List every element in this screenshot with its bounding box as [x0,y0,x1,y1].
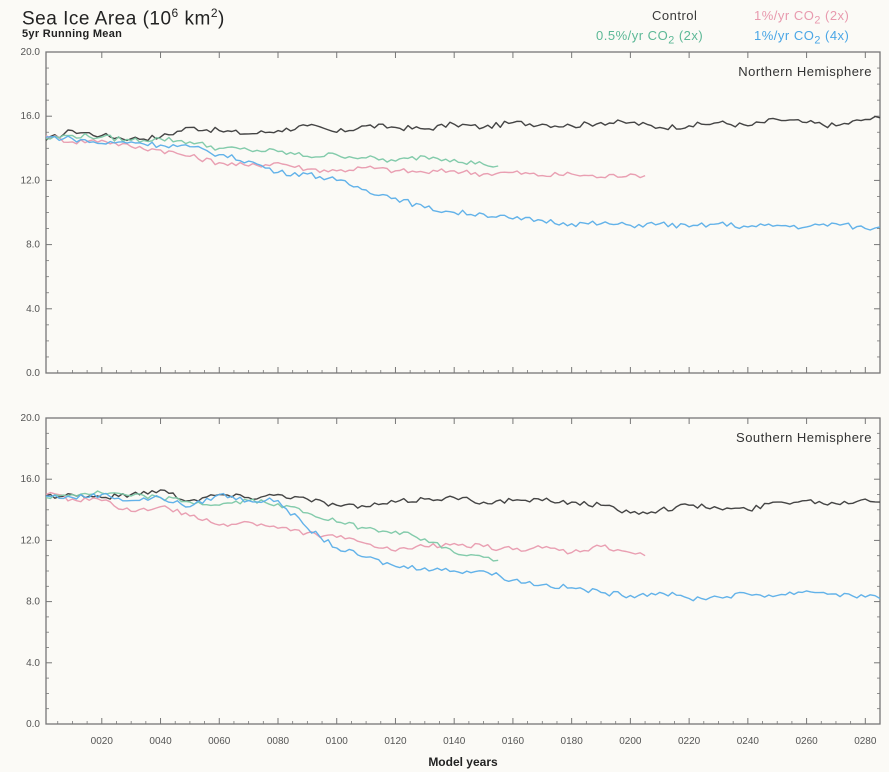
x-tick-label: 0240 [737,736,760,747]
y-tick-label: 0.0 [26,719,40,730]
series-line-0-5pct-2x [45,490,499,562]
panel-label: Northern Hemisphere [738,64,872,79]
y-tick-label: 12.0 [21,535,41,546]
plot-frame [45,51,881,374]
plot-frame [45,417,881,725]
y-tick-label: 4.0 [26,304,40,315]
x-tick-label: 0020 [91,736,114,747]
series-line-1pct-4x [45,492,881,602]
series-line-control [45,115,881,142]
x-tick-label: 0120 [384,736,407,747]
y-tick-label: 0.0 [26,368,40,379]
y-tick-label: 12.0 [21,175,41,186]
y-tick-label: 8.0 [26,597,40,608]
y-tick-label: 20.0 [21,47,41,58]
series-line-1pct-2x [45,134,646,179]
legend-0-5pct-2x: 0.5%/yr CO2 (2x) [596,28,704,47]
x-tick-label: 0180 [561,736,584,747]
y-tick-label: 8.0 [26,240,40,251]
x-tick-label: 0100 [326,736,349,747]
northern-hemisphere-panel: 0.0 4.0 8.0 12.0 16.0 20.0 Northern Hemisphere [21,47,881,379]
y-tick-label: 16.0 [21,111,41,122]
x-tick-label: 0040 [149,736,172,747]
panel-label: Southern Hemisphere [736,430,872,445]
legend-1pct-4x: 1%/yr CO2 (4x) [754,28,850,47]
series-line-1pct-4x [45,135,881,231]
x-tick-label: 0160 [502,736,525,747]
southern-hemisphere-panel: 0.0 4.0 8.0 12.0 16.0 20.0 0020 0040 0060 0080 010… [21,413,881,769]
chart-subtitle: 5yr Running Mean [22,28,123,40]
y-tick-label: 20.0 [21,413,41,424]
x-tick-label: 0280 [854,736,877,747]
chart-title: Sea Ice Area (106 km2) [22,6,225,30]
series-line-1pct-2x [45,491,646,557]
x-tick-label: 0200 [619,736,642,747]
legend-1pct-2x: 1%/yr CO2 (2x) [754,8,850,27]
x-tick-label: 0140 [443,736,466,747]
y-tick-label: 4.0 [26,658,40,669]
x-axis-title: Model years [428,755,498,769]
legend-control: Control [652,8,698,23]
x-tick-label: 0220 [678,736,701,747]
y-tick-label: 16.0 [21,474,41,485]
x-tick-label: 0260 [795,736,818,747]
x-tick-label: 0060 [208,736,231,747]
x-tick-label: 0080 [267,736,290,747]
series-line-0-5pct-2x [45,132,499,168]
